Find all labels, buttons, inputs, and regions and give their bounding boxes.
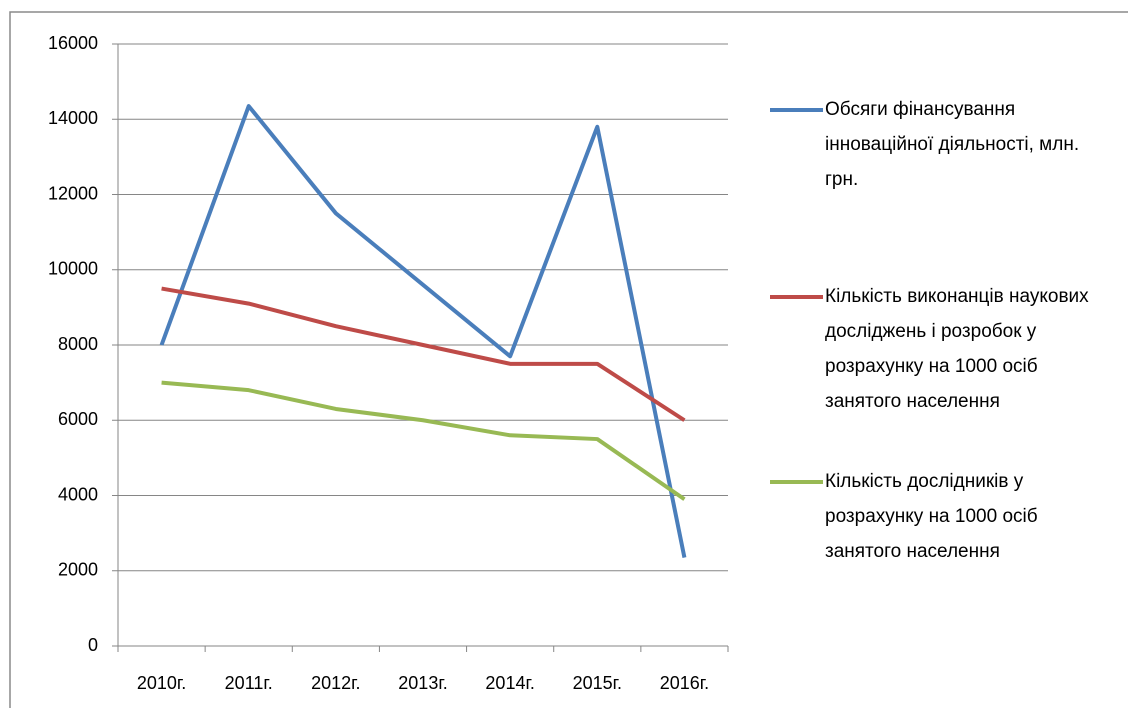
x-tick-label: 2012г. (311, 673, 360, 693)
legend-label: Кількість виконанців наукових досліджень… (825, 286, 1089, 412)
legend-label: Кількість дослідників у розрахунку на 10… (825, 471, 1038, 562)
legend-label: Обсяги фінансування інноваційної діяльно… (825, 99, 1080, 190)
series-line (161, 380, 686, 501)
y-tick-label: 6000 (58, 409, 98, 429)
x-tick-label: 2013г. (398, 673, 447, 693)
y-tick-label: 2000 (58, 560, 98, 580)
x-tick-label: 2014г. (485, 673, 534, 693)
y-tick-label: 16000 (48, 33, 98, 53)
y-tick-label: 8000 (58, 334, 98, 354)
y-tick-label: 4000 (58, 484, 98, 504)
series-line (161, 286, 686, 422)
frame (9, 11, 1128, 708)
y-tick-label: 12000 (48, 183, 98, 203)
x-tick-label: 2010г. (137, 673, 186, 693)
series-line (159, 104, 687, 558)
x-tick-label: 2015г. (573, 673, 622, 693)
x-tick-label: 2011г. (225, 673, 273, 693)
y-tick-label: 10000 (48, 259, 98, 279)
y-tick-label: 0 (88, 635, 98, 655)
y-tick-label: 14000 (48, 108, 98, 128)
x-tick-label: 2016г. (660, 673, 709, 693)
